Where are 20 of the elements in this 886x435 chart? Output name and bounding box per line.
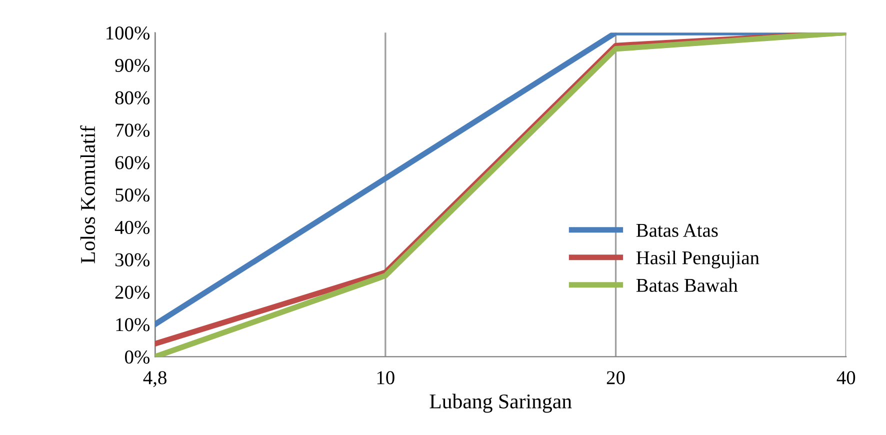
y-tick-label: 60% — [115, 156, 150, 170]
y-tick-label: 70% — [116, 124, 150, 137]
y-tick-label: 40% — [114, 220, 150, 234]
y-tick-label: 50% — [116, 188, 150, 202]
x-tick-label: 40 — [836, 371, 856, 384]
y-tick-label: 100% — [106, 26, 150, 40]
y-axis-title: Lolos Komulatif — [80, 126, 96, 264]
y-tick-label: 80% — [115, 91, 150, 104]
y-tick-label: 90% — [115, 58, 150, 72]
x-axis-title: Lubang Saringan — [430, 394, 572, 413]
x-tick-label: 4,8 — [143, 371, 166, 388]
y-tick-label: 20% — [115, 286, 150, 299]
x-tick-label: 20 — [606, 371, 625, 384]
legend-label: Batas Atas — [636, 224, 718, 237]
y-tick-label: 10% — [116, 318, 150, 332]
y-tick-label: 30% — [115, 253, 150, 266]
legend-label: Hasil Pengujian — [636, 250, 760, 268]
legend-label: Batas Bawah — [636, 278, 738, 292]
x-tick-label: 10 — [377, 371, 394, 384]
y-tick-label: 0% — [125, 350, 150, 364]
